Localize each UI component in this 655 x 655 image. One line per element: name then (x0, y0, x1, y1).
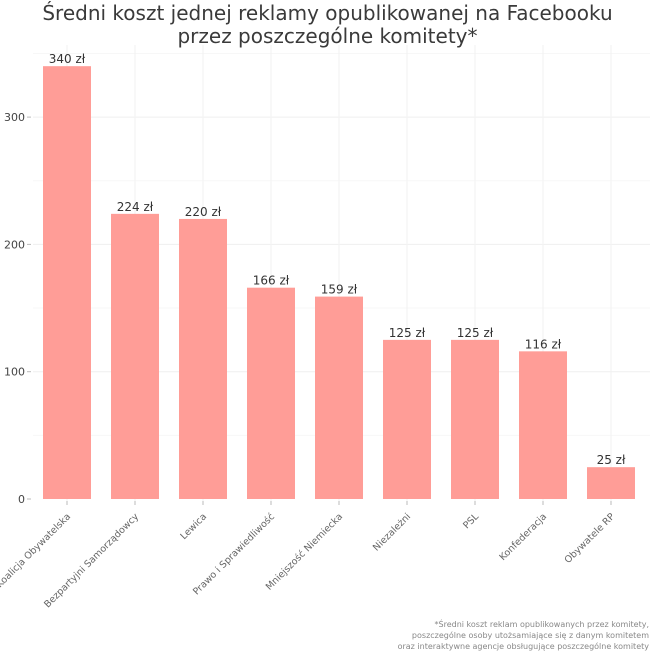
x-tick-label: Obywatele RP (563, 511, 618, 566)
data-label: 166 zł (253, 274, 290, 288)
bar (519, 351, 567, 499)
footnote-line: *Średni koszt reklam opublikowanych prze… (434, 620, 649, 629)
bar (43, 66, 91, 500)
bar (179, 218, 227, 499)
data-label: 25 zł (597, 453, 626, 467)
data-label: 220 zł (185, 205, 222, 219)
x-tick-label: Konfederacja (497, 511, 549, 563)
x-tick-label: PSL (461, 511, 481, 531)
data-label: 159 zł (321, 283, 358, 297)
y-tick-label: 300 (4, 111, 25, 124)
data-label: 340 zł (49, 52, 86, 66)
x-tick-label: Koalicja Obywatelska (0, 511, 73, 590)
bar (451, 339, 499, 499)
footnote: *Średni koszt reklam opublikowanych prze… (398, 619, 649, 652)
bar (111, 213, 159, 499)
data-label: 125 zł (457, 326, 494, 340)
footnote-line: oraz interaktywne agencje obsługujące po… (397, 642, 649, 651)
x-tick-label: Niezależni (371, 511, 413, 553)
footnote-line: poszczególne osoby utożsamiające się z d… (411, 631, 649, 640)
data-label: 224 zł (117, 200, 154, 214)
y-tick-label: 0 (18, 493, 25, 506)
bar (247, 287, 295, 499)
bar (587, 467, 635, 499)
data-label: 116 zł (525, 337, 562, 351)
y-tick-label: 100 (4, 366, 25, 379)
bar (315, 296, 363, 499)
chart-title: Średni koszt jednej reklamy opublikowane… (0, 2, 655, 48)
data-label: 125 zł (389, 326, 426, 340)
bar (383, 339, 431, 499)
title-line-2: przez poszczególne komitety* (177, 24, 478, 48)
y-tick-label: 200 (4, 238, 25, 251)
title-line-1: Średni koszt jednej reklamy opublikowane… (42, 1, 613, 25)
x-tick-label: Mniejszość Niemiecka (264, 511, 345, 592)
x-tick-label: Lewica (178, 511, 209, 542)
